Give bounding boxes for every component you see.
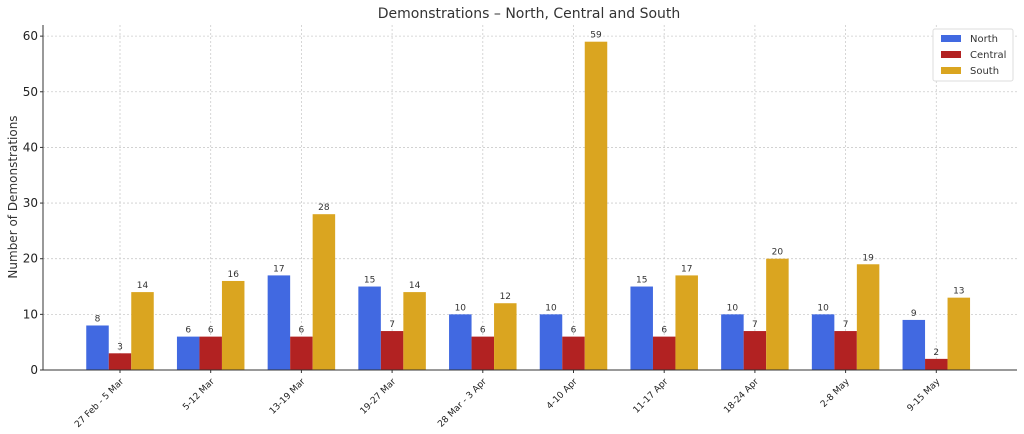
bar-south [766,258,789,370]
data-label: 17 [273,264,284,274]
bar-south [312,214,336,370]
bar-south [131,292,154,370]
x-tick-label: 19-27 Mar [359,377,399,417]
data-label: 7 [843,320,849,330]
y-tick-label: 50 [23,85,38,99]
x-tick-label: 18-24 Apr [722,377,761,416]
data-label: 6 [571,326,577,336]
y-tick-label: 0 [30,363,38,377]
bar-south [584,41,608,371]
x-tick-label: 9-15 May [906,377,943,414]
bar-central [562,336,585,370]
data-label: 20 [772,248,784,258]
bar-north [267,275,291,370]
bar-central [471,336,495,370]
data-labels-group: 8 6 17 15 10 10 15 10 10 9 3 6 6 7 6 6 6 7 7 2 14 16 28 14 12 59 1… [95,31,965,358]
data-label: 10 [545,303,557,313]
legend-label-south: South [970,66,999,77]
data-label: 7 [752,320,758,330]
bar-north [539,314,563,370]
data-label: 19 [862,253,874,263]
x-tick-label: 11-17 Apr [632,377,671,416]
data-label: 15 [636,276,647,286]
data-label: 28 [318,203,330,213]
data-label: 13 [953,287,964,297]
axes [40,25,1017,373]
data-label: 6 [661,326,667,336]
bar-central [290,336,313,370]
data-label: 6 [299,326,305,336]
data-label: 12 [500,292,511,302]
y-tick-label: 30 [23,196,38,210]
y-tick-label: 40 [23,140,38,154]
data-label: 6 [480,326,486,336]
data-label: 3 [117,342,123,352]
data-label: 6 [185,326,191,336]
legend: North Central South [932,28,1014,82]
bar-north [86,325,109,370]
y-tick-label: 60 [23,29,38,43]
bar-north [721,314,744,370]
bar-central [925,358,948,370]
data-label: 59 [590,31,602,41]
legend-swatch-north [941,35,961,42]
bars-group [86,41,971,371]
legend-swatch-south [941,67,961,74]
bar-south [494,303,517,370]
y-tick-label: 10 [23,307,38,321]
data-label: 15 [364,276,375,286]
x-tick-label: 2-8 May [819,377,852,410]
legend-label-north: North [970,34,998,45]
legend-swatch-central [941,51,961,58]
data-label: 9 [911,309,917,319]
x-tick-label: 5-12 Mar [181,377,217,413]
x-tick-label: 4-10 Apr [545,377,580,412]
bar-north [811,314,835,370]
bar-south [675,275,698,370]
x-tick-label: 13-19 Mar [268,377,308,417]
bar-central [199,336,222,370]
bar-north [630,286,653,370]
bar-south [403,292,426,370]
bar-central [743,331,767,370]
bar-central [108,353,132,370]
bar-central [380,331,404,370]
data-label: 7 [389,320,395,330]
y-tick-label: 20 [23,252,38,266]
data-label: 10 [455,303,467,313]
grid-lines [43,25,1017,371]
data-label: 10 [727,303,739,313]
chart-title: Demonstrations – North, Central and Sout… [378,6,681,22]
bar-south [947,297,971,370]
data-label: 17 [681,264,692,274]
data-label: 2 [933,348,939,358]
data-label: 6 [208,326,214,336]
bar-north [449,314,472,370]
bar-north [176,336,200,370]
bar-south [221,280,245,370]
data-label: 14 [409,281,421,291]
data-label: 8 [95,314,101,324]
bar-north [902,319,926,370]
bar-north [358,286,381,370]
y-axis-label: Number of Demonstrations [6,115,20,278]
x-tick-label: 28 Mar - 3 Apr [436,377,489,430]
data-label: 16 [227,270,239,280]
x-tick-label: 27 Feb - 5 Mar [73,377,126,430]
legend-label-central: Central [970,50,1006,61]
data-label: 10 [817,303,829,313]
bar-central [652,336,676,370]
bar-central [834,331,857,370]
bar-south [856,264,880,370]
data-label: 14 [137,281,149,291]
